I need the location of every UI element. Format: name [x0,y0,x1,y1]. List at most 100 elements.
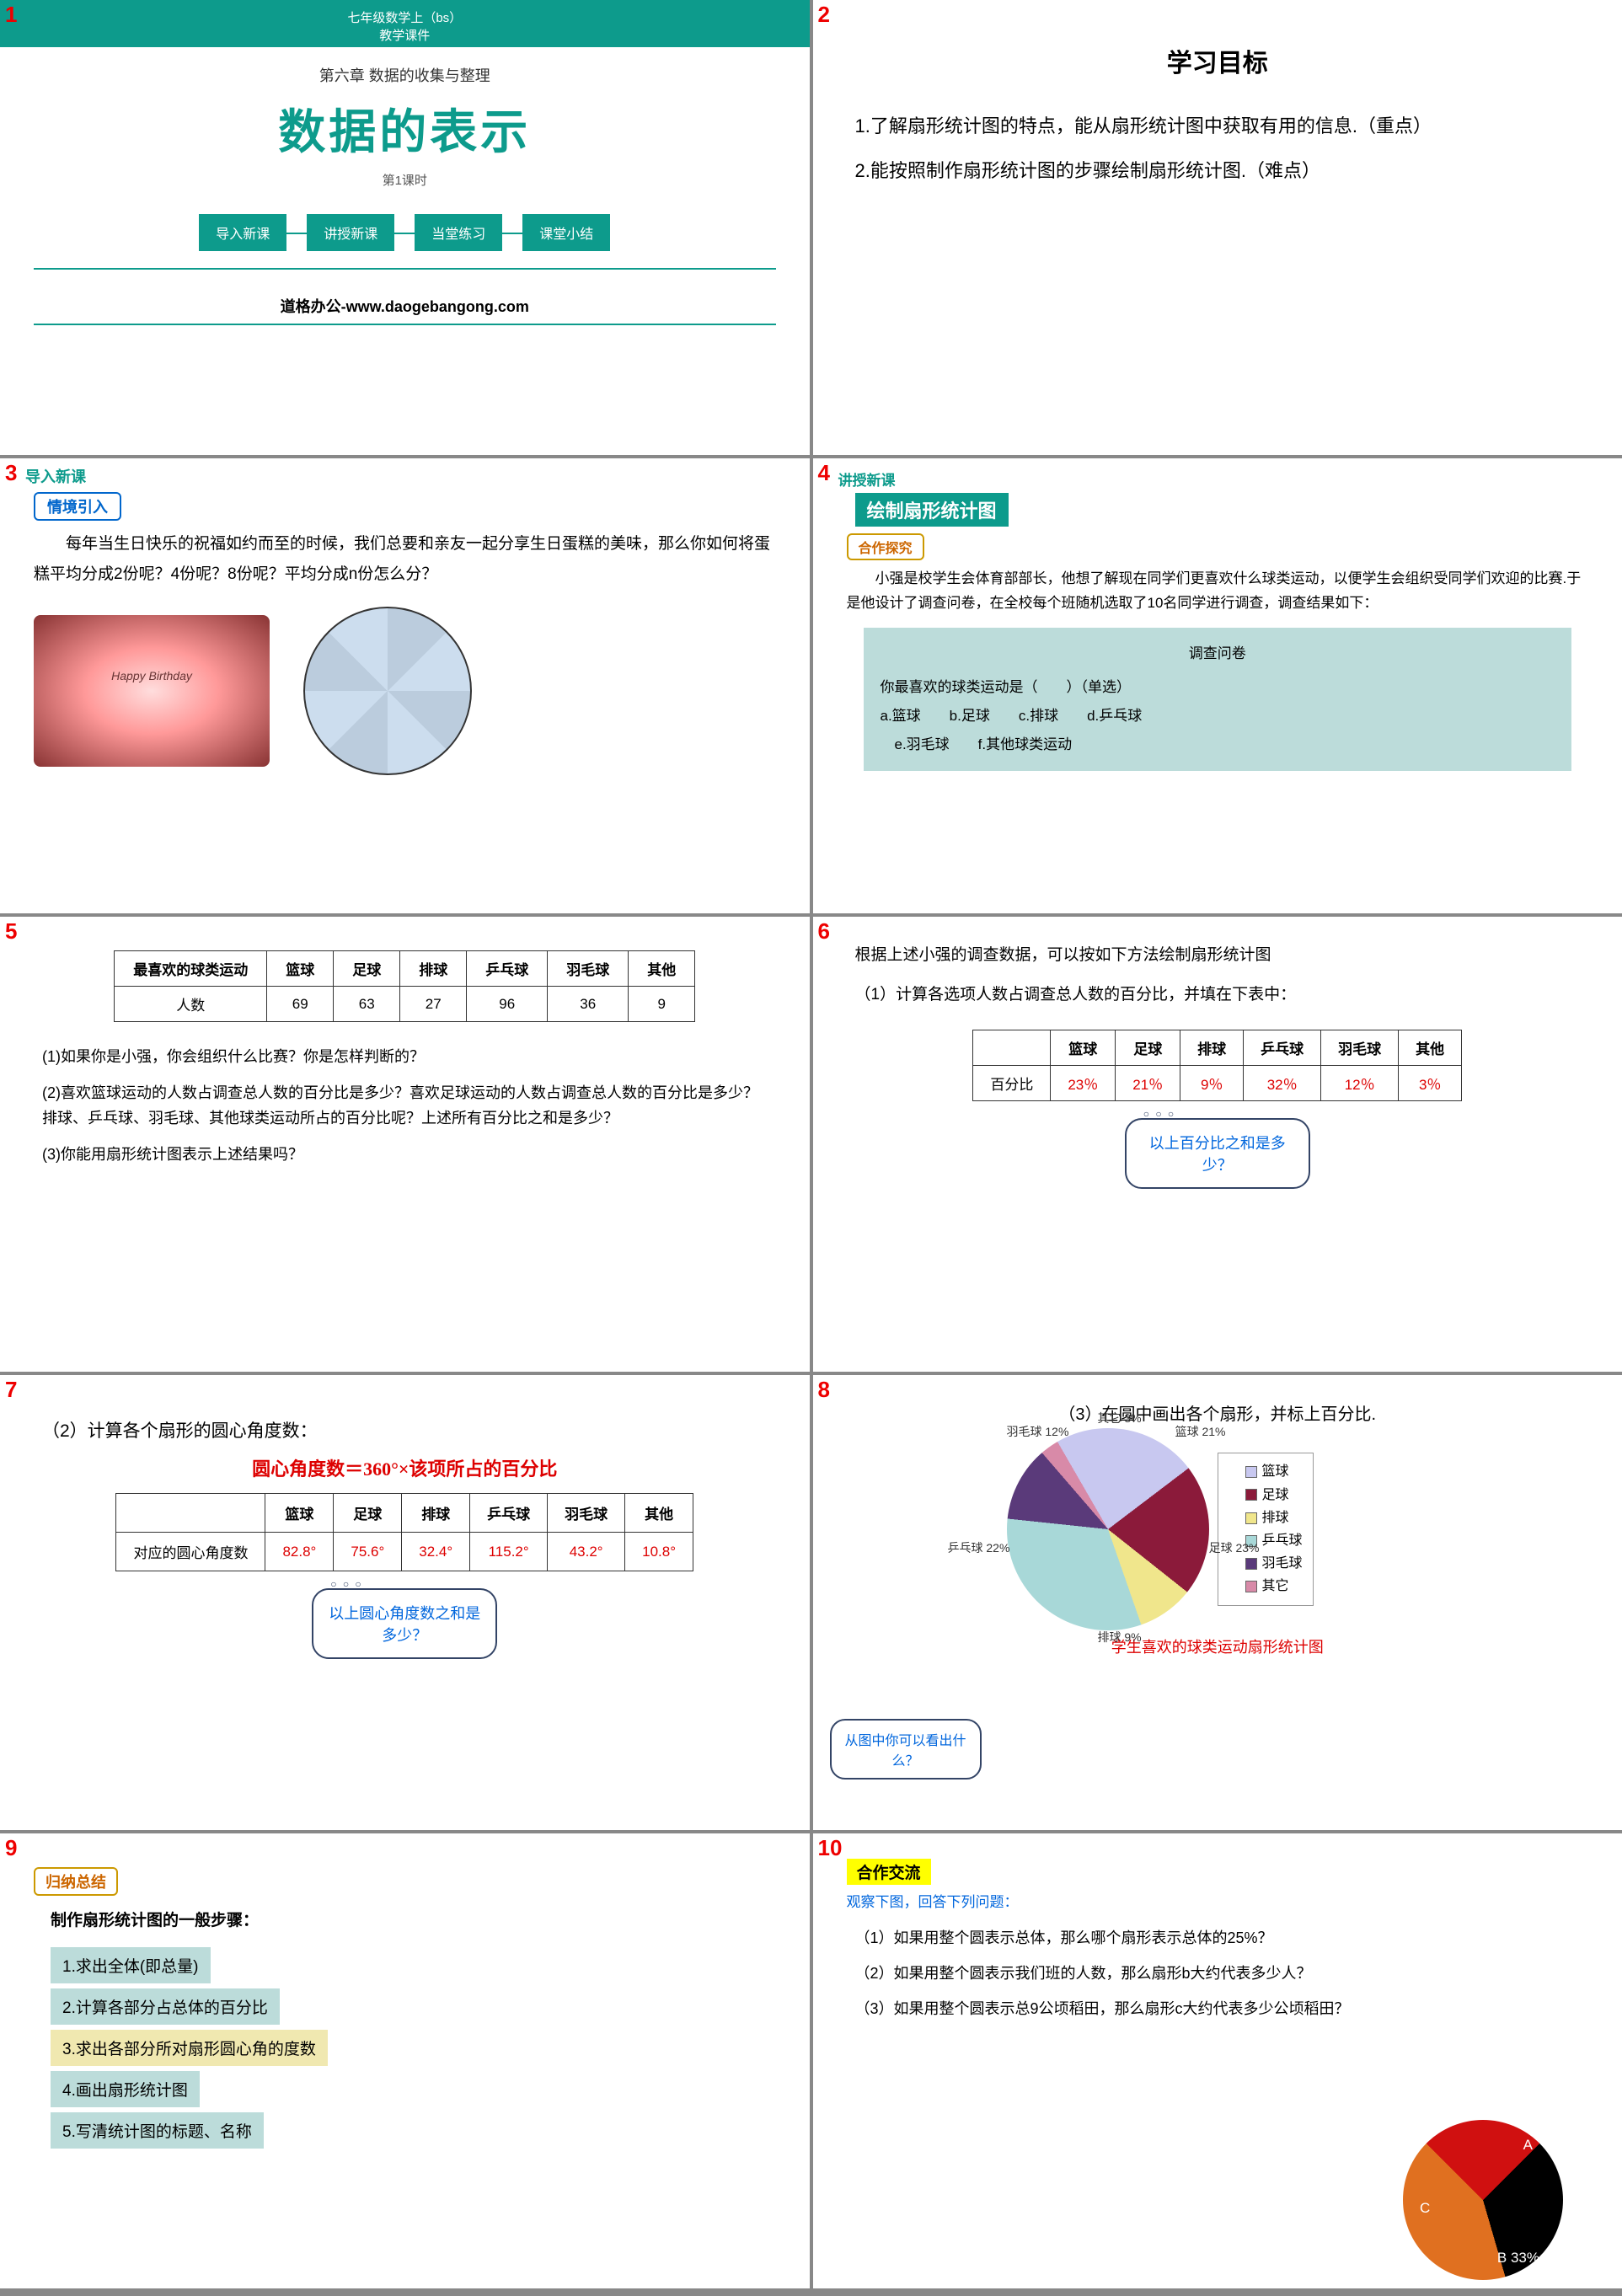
table-cell: 9％ [1180,1066,1244,1101]
step-item: 2.计算各部分占总体的百分比 [51,1988,280,2025]
slide-number: 5 [5,918,17,945]
table-cell: 10.8° [625,1533,693,1571]
slide-4: 4 讲授新课 绘制扇形统计图 合作探究 小强是校学生会体育部部长，他想了解现在同… [813,458,1622,913]
table-header: 排球 [400,951,467,987]
slide-8: 8 （3）在圆中画出各个扇形，并标上百分比. 篮球 21%足球 23%排球 9%… [813,1375,1622,1830]
activity-pill: 合作探究 [847,533,924,560]
pie-label: C [1420,2200,1430,2217]
slide-2: 2 学习目标 1.了解扇形统计图的特点，能从扇形统计图中获取有用的信息.（重点）… [813,0,1622,455]
nav-btn-practice[interactable]: 当堂练习 [415,214,502,251]
activity-pill: 合作交流 [847,1859,931,1885]
section-tag: 讲授新课 [838,468,1622,490]
line-1: 根据上述小强的调查数据，可以按如下方法绘制扇形统计图 [813,917,1622,973]
legend-item: 排球 [1229,1507,1303,1529]
pie-label: A [1523,2137,1533,2154]
pie-legend: 篮球足球排球乒乓球羽毛球其它 [1218,1453,1314,1605]
legend-item: 足球 [1229,1484,1303,1507]
table-cell: 9 [629,987,695,1022]
table-header: 其他 [629,951,695,987]
question-3: (3)你能用扇形统计图表示上述结果吗？ [0,1137,810,1173]
table-header: 乒乓球 [467,951,548,987]
legend-item: 其它 [1229,1575,1303,1598]
table-cell: 12％ [1321,1066,1399,1101]
chapter-text: 第六章 数据的收集与整理 [0,64,810,86]
header-line1: 七年级数学上（bs） [0,8,810,26]
table-cell: 23％ [1051,1066,1116,1101]
table-header: 最喜欢的球类运动 [115,951,267,987]
subtitle: 第1课时 [0,171,810,189]
thought-bubble: 以上圆心角度数之和是多少？ [312,1588,497,1659]
table-cell: 43.2° [548,1533,625,1571]
header-line2: 教学课件 [0,26,810,44]
question-3: （3）如果用整个圆表示总9公顷稻田，那么扇形c大约代表多少公顷稻田？ [813,1990,1622,2026]
table-header: 其他 [625,1494,693,1533]
slide-9: 9 归纳总结 制作扇形统计图的一般步骤： 1.求出全体(即总量)2.计算各部分占… [0,1833,810,2288]
table-header: 羽毛球 [548,1494,625,1533]
steps-title: 制作扇形统计图的一般步骤： [0,1908,810,1942]
table-cell: 32％ [1244,1066,1321,1101]
topic-tab: 绘制扇形统计图 [855,493,1009,527]
table-cell: 21％ [1116,1066,1180,1101]
row-label: 对应的圆心角度数 [116,1533,265,1571]
cake-image [34,615,270,767]
table-cell: 36 [548,987,629,1022]
table-header: 羽毛球 [1321,1030,1399,1066]
slide-number: 3 [5,460,17,486]
slide-number: 8 [818,1377,830,1403]
survey-options: a.篮球 b.足球 c.排球 d.乒乓球 e.羽毛球 f.其他球类运动 [881,702,1555,759]
slide-5: 5 最喜欢的球类运动篮球足球排球乒乓球羽毛球其他 人数69632796369 (… [0,917,810,1372]
table-cell: 3％ [1399,1066,1462,1101]
intro-text: 每年当生日快乐的祝福如约而至的时候，我们总要和亲友一起分享生日蛋糕的美味，那么你… [0,529,810,590]
pie-label: 排球 9% [1098,1629,1142,1646]
table-header [973,1030,1051,1066]
step-item: 5.写清统计图的标题、名称 [51,2112,264,2149]
page-title: 学习目标 [813,42,1622,79]
row-label: 人数 [115,987,267,1022]
table-header: 篮球 [267,951,334,987]
table-header [116,1494,265,1533]
formula: 圆心角度数＝360°×该项所占的百分比 [0,1454,810,1481]
thought-bubble: 从图中你可以看出什么？ [830,1719,982,1780]
table-cell: 115.2° [470,1533,548,1571]
table-header: 乒乓球 [1244,1030,1321,1066]
slide-3: 3 导入新课 情境引入 每年当生日快乐的祝福如约而至的时候，我们总要和亲友一起分… [0,458,810,913]
table-header: 排球 [1180,1030,1244,1066]
step-item: 4.画出扇形统计图 [51,2071,200,2107]
question-2: (2)喜欢篮球运动的人数占调查总人数的百分比是多少？喜欢足球运动的人数占调查总人… [0,1075,810,1137]
main-title: 数据的表示 [0,94,810,163]
table-header: 足球 [1116,1030,1180,1066]
nav-btn-summary[interactable]: 课堂小结 [522,214,610,251]
pie-abc: AB 33%C [1403,2120,1563,2280]
slide-7: 7 （2）计算各个扇形的圆心角度数： 圆心角度数＝360°×该项所占的百分比 篮… [0,1375,810,1830]
nav-btn-intro[interactable]: 导入新课 [199,214,286,251]
topic-pill: 情境引入 [34,492,121,521]
slide-number: 10 [818,1835,843,1861]
chart-caption: 学生喜欢的球类运动扇形统计图 [813,1635,1622,1657]
question-1: （1）如果用整个圆表示总体，那么哪个扇形表示总体的25%？ [813,1919,1622,1955]
pie-label: 其它 3% [1098,1410,1142,1426]
scenario-text: 小强是校学生会体育部部长，他想了解现在同学们更喜欢什么球类运动，以便学生会组织受… [813,567,1622,616]
sports-table: 最喜欢的球类运动篮球足球排球乒乓球羽毛球其他 人数69632796369 [114,950,695,1022]
table-header: 篮球 [265,1494,334,1533]
step-item: 1.求出全体(即总量) [51,1947,211,1983]
slide-number: 2 [818,2,830,28]
slide-number: 1 [5,2,17,28]
nav-buttons: 导入新课 讲授新课 当堂练习 课堂小结 [34,214,776,251]
legend-item: 篮球 [1229,1460,1303,1483]
pie-chart: 篮球 21%足球 23%排球 9%乒乓球 22%羽毛球 12%其它 3% [1007,1428,1209,1630]
survey-question: 你最喜欢的球类运动是（ ）（单选） [881,673,1555,702]
slide-grid: 1 七年级数学上（bs） 教学课件 第六章 数据的收集与整理 数据的表示 第1课… [0,0,1622,2288]
table-cell: 75.6° [334,1533,402,1571]
table-header: 足球 [334,951,400,987]
question-2: （2）如果用整个圆表示我们班的人数，那么扇形b大约代表多少人？ [813,1955,1622,1990]
section-tag: 导入新课 [25,465,86,487]
instruction: 观察下图，回答下列问题： [813,1890,1622,1919]
nav-btn-teach[interactable]: 讲授新课 [307,214,394,251]
slide-number: 4 [818,460,830,486]
question-1: (1)如果你是小强，你会组织什么比赛？你是怎样判断的？ [0,1039,810,1075]
table-cell: 96 [467,987,548,1022]
slide-10: 10 合作交流 观察下图，回答下列问题： （1）如果用整个圆表示总体，那么哪个扇… [813,1833,1622,2288]
thought-bubble: 以上百分比之和是多少？ [1125,1118,1310,1189]
table-header: 羽毛球 [548,951,629,987]
objective-2: 2.能按照制作扇形统计图的步骤绘制扇形统计图.（难点） [855,149,1581,194]
